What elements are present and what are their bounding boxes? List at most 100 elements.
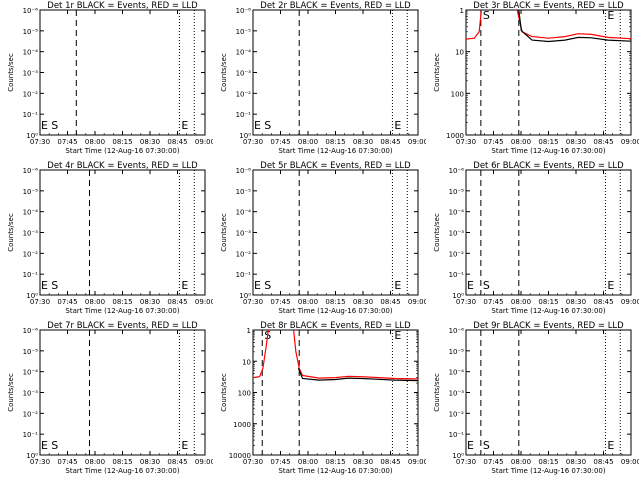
start-marker: S — [51, 279, 58, 292]
x-axis-label: Start Time (12-Aug-16 07:30:00) — [65, 467, 179, 475]
y-tick-label: 1000 — [233, 421, 251, 429]
y-axis-label: Counts/sec — [220, 53, 228, 92]
y-tick-label: 10⁰ — [452, 452, 464, 460]
y-tick-label: 10 — [242, 358, 251, 366]
y-tick-label: 10⁻³ — [236, 230, 252, 238]
y-tick-label: 10⁻⁵ — [236, 188, 252, 196]
end-marker: E — [394, 279, 401, 292]
detector-panel-9: Det 9r BLACK = Events, RED = LLD 10⁰ 10⁻¹ 1… — [426, 320, 639, 480]
chart-title: Det 2r BLACK = Events, RED = LLD — [260, 1, 411, 11]
x-axis-label: Start Time (12-Aug-16 07:30:00) — [491, 467, 605, 475]
x-axis-label: Start Time (12-Aug-16 07:30:00) — [491, 307, 605, 315]
x-tick-label: 07:45 — [483, 458, 503, 466]
x-tick-label: 08:45 — [380, 138, 400, 146]
y-tick-label: 10⁻⁵ — [449, 188, 465, 196]
chart-title: Det 8r BLACK = Events, RED = LLD — [260, 321, 411, 331]
y-tick-label: 10⁰ — [239, 132, 251, 140]
y-tick-label: 10⁻⁴ — [236, 49, 252, 57]
end-marker: E — [607, 9, 614, 22]
events-series-line — [518, 10, 631, 43]
x-tick-label: 08:15 — [538, 298, 558, 306]
x-tick-label: 08:15 — [112, 298, 132, 306]
x-tick-label: 07:30 — [243, 458, 263, 466]
x-tick-label: 07:45 — [483, 138, 503, 146]
x-tick-label: 08:45 — [593, 458, 613, 466]
x-tick-label: 09:00 — [621, 458, 639, 466]
x-axis-label: Start Time (12-Aug-16 07:30:00) — [491, 147, 605, 155]
y-tick-label: 10⁰ — [26, 452, 38, 460]
start-edge-marker: E — [467, 279, 474, 292]
y-tick-label: 10⁻⁵ — [236, 28, 252, 36]
x-tick-label: 08:15 — [325, 138, 345, 146]
plot-frame — [465, 9, 632, 136]
y-tick-label: 10000 — [229, 452, 251, 460]
y-tick-label: 10⁻³ — [23, 390, 39, 398]
y-tick-label: 10⁻² — [236, 90, 252, 98]
y-axis-label: Counts/sec — [433, 213, 441, 252]
y-tick-label: 10⁻² — [23, 90, 39, 98]
x-tick-label: 08:15 — [112, 458, 132, 466]
x-tick-label: 08:00 — [85, 298, 105, 306]
start-marker: S — [264, 279, 271, 292]
detector-panel-3: Det 3r BLACK = Events, RED = LLD 1000 100 1… — [426, 0, 639, 160]
y-tick-label: 10⁻⁶ — [23, 327, 39, 335]
x-tick-label: 08:30 — [140, 298, 160, 306]
start-edge-marker: E — [41, 279, 48, 292]
x-tick-label: 08:30 — [353, 298, 373, 306]
x-tick-label: 07:45 — [270, 138, 290, 146]
y-tick-label: 10⁻³ — [449, 390, 465, 398]
y-tick-label: 10⁻¹ — [23, 271, 39, 279]
x-tick-label: 09:00 — [408, 458, 426, 466]
x-tick-label: 07:45 — [57, 298, 77, 306]
start-edge-marker: E — [254, 279, 261, 292]
y-tick-label: 1 — [460, 7, 464, 15]
y-tick-label: 10⁻⁶ — [23, 167, 39, 175]
x-tick-label: 08:00 — [298, 138, 318, 146]
y-tick-label: 10⁻⁴ — [23, 209, 39, 217]
chart-title: Det 9r BLACK = Events, RED = LLD — [473, 321, 624, 331]
detector-chart-5: Det 5r BLACK = Events, RED = LLD 10⁰ 10⁻¹ 1… — [220, 161, 426, 315]
x-tick-label: 07:45 — [57, 458, 77, 466]
x-tick-label: 08:30 — [566, 298, 586, 306]
y-tick-label: 10⁻⁶ — [236, 167, 252, 175]
end-marker: E — [607, 279, 614, 292]
y-tick-label: 1000 — [446, 132, 464, 140]
plot-frame — [465, 329, 632, 456]
chart-title: Det 6r BLACK = Events, RED = LLD — [473, 161, 624, 171]
plot-frame — [39, 169, 206, 296]
x-tick-label: 09:00 — [621, 138, 639, 146]
x-tick-label: 07:45 — [57, 138, 77, 146]
y-tick-label: 10⁻⁴ — [449, 369, 465, 377]
y-axis-label: Counts/sec — [220, 213, 228, 252]
chart-title: Det 3r BLACK = Events, RED = LLD — [473, 1, 624, 11]
start-marker: S — [483, 439, 490, 452]
x-tick-label: 08:00 — [298, 458, 318, 466]
x-tick-label: 09:00 — [195, 458, 213, 466]
x-tick-label: 09:00 — [408, 298, 426, 306]
start-edge-marker: E — [467, 439, 474, 452]
y-axis-label: Counts/sec — [7, 53, 15, 92]
y-tick-label: 10⁻³ — [236, 70, 252, 78]
x-tick-label: 08:45 — [167, 298, 187, 306]
y-axis-label: Counts/sec — [7, 213, 15, 252]
start-marker: S — [51, 439, 58, 452]
x-axis-label: Start Time (12-Aug-16 07:30:00) — [65, 307, 179, 315]
x-tick-label: 07:30 — [456, 138, 476, 146]
x-axis-label: Start Time (12-Aug-16 07:30:00) — [278, 467, 392, 475]
x-tick-label: 07:45 — [270, 458, 290, 466]
chart-title: Det 5r BLACK = Events, RED = LLD — [260, 161, 411, 171]
events-series-line — [297, 367, 418, 382]
x-tick-label: 08:00 — [85, 458, 105, 466]
y-tick-label: 10⁻¹ — [236, 111, 252, 119]
x-tick-label: 08:15 — [325, 458, 345, 466]
y-tick-label: 10⁻⁴ — [23, 49, 39, 57]
x-tick-label: 08:00 — [511, 138, 531, 146]
x-tick-label: 09:00 — [408, 138, 426, 146]
x-tick-label: 08:00 — [511, 458, 531, 466]
start-marker: S — [483, 9, 490, 22]
chart-title: Det 1r BLACK = Events, RED = LLD — [47, 1, 198, 11]
x-tick-label: 08:30 — [566, 138, 586, 146]
start-edge-marker: E — [41, 439, 48, 452]
y-axis-label: Counts/sec — [220, 373, 228, 412]
end-marker: E — [607, 439, 614, 452]
